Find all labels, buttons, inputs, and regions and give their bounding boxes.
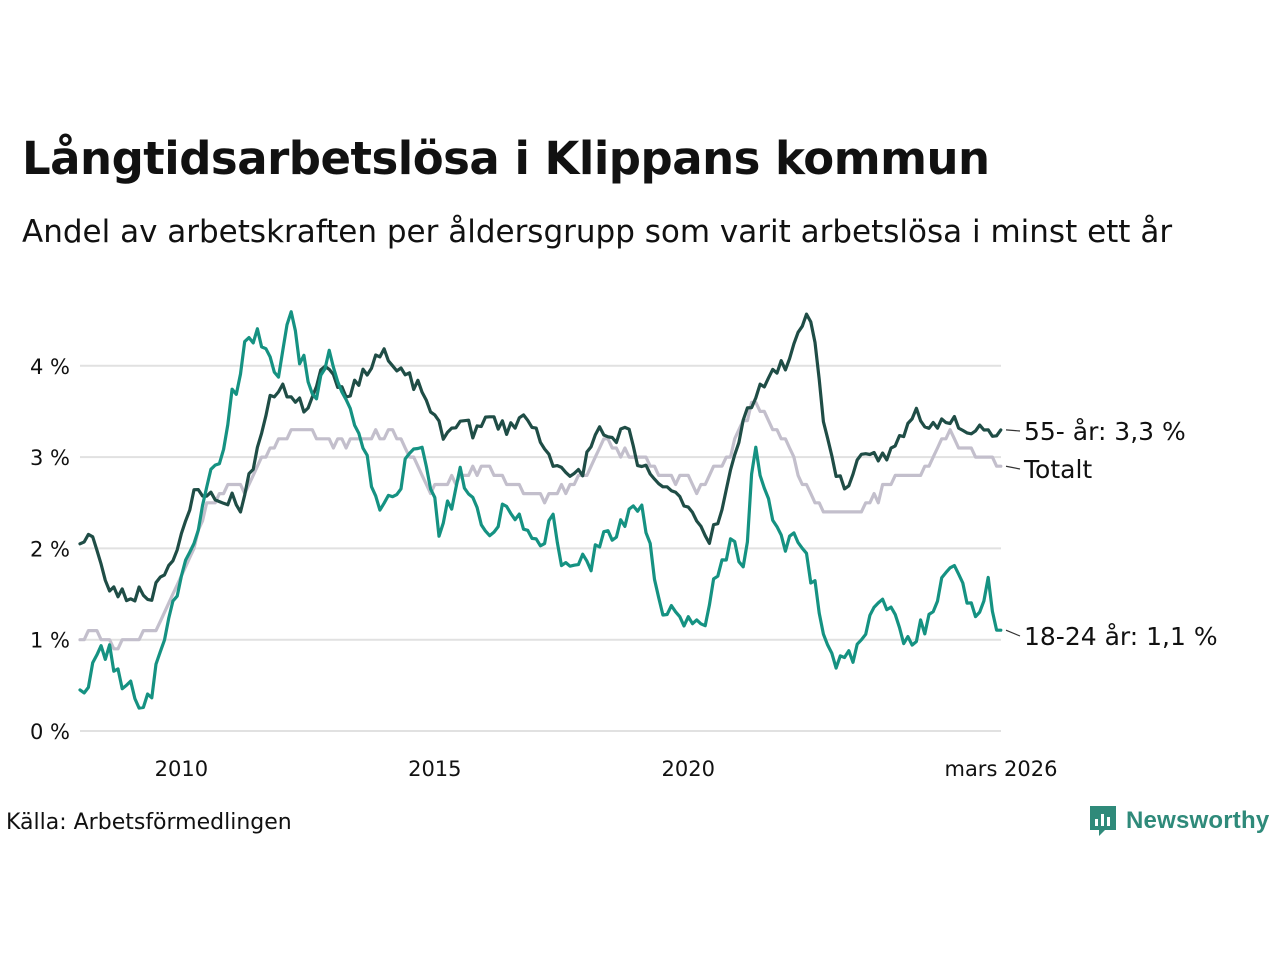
label-leader-young	[1005, 629, 1021, 637]
y-tick-label: 0 %	[30, 720, 70, 744]
y-tick-label: 3 %	[30, 446, 70, 470]
x-axis: 2010 2015 2020 mars 2026	[155, 757, 1058, 781]
y-tick-label: 2 %	[30, 537, 70, 561]
series-lines	[78, 310, 1003, 710]
x-tick-label: 2015	[408, 757, 461, 781]
brand-name: Newsworthy	[1126, 807, 1270, 834]
brand-logo[interactable]: Newsworthy	[1088, 804, 1269, 838]
source-note: Källa: Arbetsförmedlingen	[6, 810, 292, 835]
x-tick-label: 2020	[662, 757, 715, 781]
x-tick-label: mars 2026	[944, 757, 1057, 781]
series-end-label-total: Totalt	[1023, 455, 1092, 484]
series-line-older	[78, 312, 1003, 603]
label-leader-total	[1005, 465, 1021, 470]
y-tick-label: 1 %	[30, 629, 70, 653]
label-leader-older	[1005, 429, 1021, 432]
x-tick-label: 2010	[155, 757, 208, 781]
series-line-total	[78, 400, 1003, 651]
series-end-label-young: 18-24 år: 1,1 %	[1024, 622, 1218, 651]
y-axis: 0 % 1 % 2 % 3 % 4 %	[30, 355, 70, 744]
newsworthy-logo-icon	[1090, 806, 1116, 836]
y-tick-label: 4 %	[30, 355, 70, 379]
page-title: Långtidsarbetslösa i Klippans kommun	[22, 132, 990, 185]
series-end-label-older: 55- år: 3,3 %	[1024, 417, 1186, 446]
page-subtitle: Andel av arbetskraften per åldersgrupp s…	[22, 214, 1173, 250]
series-labels: Totalt 55- år: 3,3 % 18-24 år: 1,1 %	[1005, 417, 1218, 651]
series-line-young	[78, 310, 1003, 710]
grid-lines	[80, 364, 1001, 732]
